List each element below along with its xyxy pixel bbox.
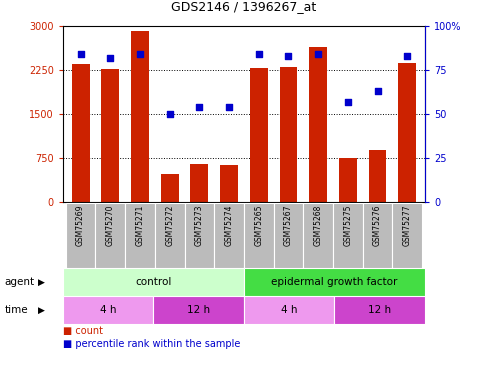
- Text: GSM75268: GSM75268: [313, 204, 323, 246]
- Text: agent: agent: [5, 277, 35, 287]
- Text: GSM75269: GSM75269: [76, 204, 85, 246]
- Bar: [131, 31, 149, 202]
- Bar: [335, 296, 425, 324]
- Bar: [155, 202, 185, 268]
- Text: GSM75270: GSM75270: [106, 204, 115, 246]
- Bar: [190, 164, 208, 202]
- Bar: [66, 202, 96, 268]
- Bar: [333, 202, 363, 268]
- Bar: [63, 296, 154, 324]
- Bar: [273, 202, 303, 268]
- Point: [136, 51, 144, 57]
- Text: GSM75271: GSM75271: [136, 204, 144, 246]
- Point: [403, 53, 411, 59]
- Bar: [363, 202, 392, 268]
- Text: GSM75277: GSM75277: [403, 204, 412, 246]
- Bar: [96, 202, 125, 268]
- Bar: [244, 268, 425, 296]
- Text: control: control: [135, 277, 171, 287]
- Point: [106, 55, 114, 61]
- Bar: [161, 174, 179, 202]
- Bar: [369, 150, 386, 202]
- Point: [196, 104, 203, 110]
- Text: GSM75272: GSM75272: [165, 204, 174, 246]
- Text: GSM75276: GSM75276: [373, 204, 382, 246]
- Bar: [63, 268, 244, 296]
- Point: [166, 111, 173, 117]
- Text: GDS2146 / 1396267_at: GDS2146 / 1396267_at: [171, 0, 316, 13]
- Point: [284, 53, 292, 59]
- Bar: [303, 202, 333, 268]
- Bar: [339, 158, 357, 203]
- Text: GSM75267: GSM75267: [284, 204, 293, 246]
- Bar: [244, 202, 273, 268]
- Bar: [185, 202, 214, 268]
- Text: 4 h: 4 h: [100, 305, 116, 315]
- Bar: [214, 202, 244, 268]
- Bar: [154, 296, 244, 324]
- Text: GSM75274: GSM75274: [225, 204, 234, 246]
- Bar: [244, 296, 334, 324]
- Bar: [250, 68, 268, 203]
- Text: ▶: ▶: [38, 278, 44, 286]
- Point: [225, 104, 233, 110]
- Point: [374, 88, 382, 94]
- Bar: [398, 63, 416, 202]
- Text: GSM75265: GSM75265: [254, 204, 263, 246]
- Point: [314, 51, 322, 57]
- Bar: [71, 64, 89, 203]
- Text: epidermal growth factor: epidermal growth factor: [271, 277, 398, 287]
- Text: ■ percentile rank within the sample: ■ percentile rank within the sample: [63, 339, 240, 349]
- Point: [255, 51, 263, 57]
- Bar: [101, 69, 119, 203]
- Bar: [309, 47, 327, 202]
- Text: 12 h: 12 h: [187, 305, 210, 315]
- Point: [344, 99, 352, 105]
- Bar: [220, 165, 238, 202]
- Text: ▶: ▶: [38, 306, 44, 315]
- Point: [77, 51, 85, 57]
- Text: GSM75275: GSM75275: [343, 204, 352, 246]
- Text: 12 h: 12 h: [368, 305, 391, 315]
- Bar: [280, 67, 298, 203]
- Text: ■ count: ■ count: [63, 326, 103, 336]
- Text: 4 h: 4 h: [281, 305, 298, 315]
- Bar: [392, 202, 422, 268]
- Bar: [125, 202, 155, 268]
- Text: GSM75273: GSM75273: [195, 204, 204, 246]
- Text: time: time: [5, 305, 28, 315]
